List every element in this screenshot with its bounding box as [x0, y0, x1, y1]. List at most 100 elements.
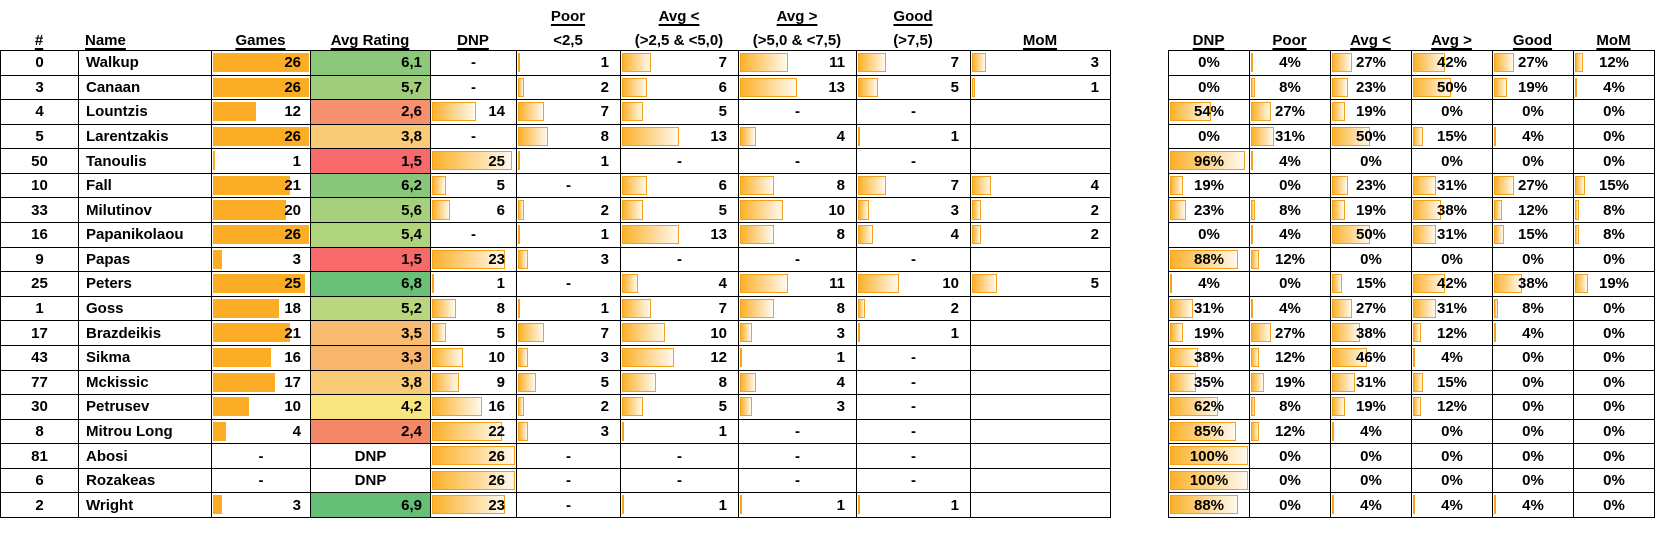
cell-poor-pct[interactable]: 4% — [1250, 51, 1331, 76]
cell-games[interactable]: 17 — [212, 370, 311, 396]
cell-good-pct[interactable]: 0% — [1493, 100, 1574, 125]
cell-good[interactable]: 1 — [857, 124, 971, 150]
cell-avg-lt[interactable]: 1 — [621, 493, 739, 518]
cell-player-number[interactable]: 43 — [1, 345, 79, 371]
cell-avg-rating[interactable]: 4,2 — [311, 395, 431, 420]
cell-avg-lt-pct[interactable]: 0% — [1331, 468, 1412, 494]
cell-good-pct[interactable]: 4% — [1493, 321, 1574, 346]
cell-good[interactable]: - — [857, 149, 971, 174]
cell-avg-gt-pct[interactable]: 38% — [1412, 198, 1493, 224]
cell-player-name[interactable]: Canaan — [79, 75, 212, 101]
cell-mom-pct[interactable]: 19% — [1574, 272, 1655, 297]
cell-good[interactable]: 4 — [857, 223, 971, 248]
cell-poor[interactable]: 1 — [517, 296, 621, 322]
cell-avg-lt[interactable]: - — [621, 149, 739, 174]
cell-good-pct[interactable]: 8% — [1493, 296, 1574, 322]
cell-dnp[interactable]: 25 — [431, 149, 517, 174]
cell-dnp[interactable]: - — [431, 223, 517, 248]
cell-poor[interactable]: 7 — [517, 321, 621, 346]
cell-games[interactable]: 3 — [212, 247, 311, 273]
cell-mom[interactable] — [971, 444, 1111, 469]
cell-poor-pct[interactable]: 0% — [1250, 468, 1331, 494]
cell-avg-lt[interactable]: 8 — [621, 370, 739, 396]
cell-mom-pct[interactable]: 0% — [1574, 321, 1655, 346]
cell-games[interactable]: 26 — [212, 223, 311, 248]
cell-dnp-pct[interactable]: 88% — [1169, 493, 1250, 518]
cell-dnp[interactable]: 23 — [431, 493, 517, 518]
cell-dnp[interactable]: 5 — [431, 321, 517, 346]
cell-mom-pct[interactable]: 0% — [1574, 468, 1655, 494]
cell-mom[interactable] — [971, 370, 1111, 396]
cell-player-name[interactable]: Wright — [79, 493, 212, 518]
cell-good-pct[interactable]: 15% — [1493, 223, 1574, 248]
cell-player-name[interactable]: Mitrou Long — [79, 419, 212, 445]
cell-mom[interactable] — [971, 296, 1111, 322]
cell-player-name[interactable]: Brazdeikis — [79, 321, 212, 346]
cell-player-number[interactable]: 5 — [1, 124, 79, 150]
cell-mom[interactable] — [971, 100, 1111, 125]
cell-avg-lt[interactable]: 5 — [621, 395, 739, 420]
cell-avg-lt[interactable]: 7 — [621, 51, 739, 76]
cell-good-pct[interactable]: 19% — [1493, 75, 1574, 101]
cell-player-number[interactable]: 50 — [1, 149, 79, 174]
cell-mom[interactable] — [971, 247, 1111, 273]
cell-player-number[interactable]: 2 — [1, 493, 79, 518]
cell-avg-lt[interactable]: 7 — [621, 296, 739, 322]
header-dnp-pct[interactable]: DNP — [1192, 32, 1225, 49]
header-poor-pct[interactable]: Poor — [1272, 32, 1307, 49]
cell-avg-lt-pct[interactable]: 19% — [1331, 198, 1412, 224]
cell-avg-lt[interactable]: 10 — [621, 321, 739, 346]
cell-dnp[interactable]: 5 — [431, 173, 517, 199]
cell-avg-gt-pct[interactable]: 42% — [1412, 51, 1493, 76]
cell-games[interactable]: 21 — [212, 321, 311, 346]
cell-avg-gt[interactable]: 1 — [739, 493, 857, 518]
cell-avg-lt-pct[interactable]: 0% — [1331, 444, 1412, 469]
cell-avg-gt-pct[interactable]: 31% — [1412, 296, 1493, 322]
cell-dnp-pct[interactable]: 85% — [1169, 419, 1250, 445]
cell-mom-pct[interactable]: 0% — [1574, 395, 1655, 420]
cell-good-pct[interactable]: 12% — [1493, 198, 1574, 224]
cell-avg-gt[interactable]: 4 — [739, 124, 857, 150]
cell-dnp-pct[interactable]: 88% — [1169, 247, 1250, 273]
cell-player-number[interactable]: 0 — [1, 51, 79, 76]
cell-good[interactable]: 3 — [857, 198, 971, 224]
cell-avg-lt[interactable]: 5 — [621, 198, 739, 224]
cell-mom[interactable]: 2 — [971, 223, 1111, 248]
cell-avg-rating[interactable]: 6,1 — [311, 51, 431, 76]
cell-dnp-pct[interactable]: 100% — [1169, 468, 1250, 494]
cell-player-name[interactable]: Papanikolaou — [79, 223, 212, 248]
cell-dnp-pct[interactable]: 0% — [1169, 124, 1250, 150]
cell-good-pct[interactable]: 27% — [1493, 51, 1574, 76]
cell-mom-pct[interactable]: 0% — [1574, 247, 1655, 273]
cell-good[interactable]: 7 — [857, 51, 971, 76]
cell-good[interactable]: 7 — [857, 173, 971, 199]
cell-poor[interactable]: - — [517, 272, 621, 297]
cell-dnp-pct[interactable]: 35% — [1169, 370, 1250, 396]
cell-avg-gt-pct[interactable]: 0% — [1412, 419, 1493, 445]
header-dnp[interactable]: DNP — [457, 32, 489, 49]
cell-poor[interactable]: 7 — [517, 100, 621, 125]
cell-good-pct[interactable]: 0% — [1493, 419, 1574, 445]
cell-mom[interactable] — [971, 493, 1111, 518]
cell-avg-rating[interactable]: 1,5 — [311, 247, 431, 273]
cell-avg-lt-pct[interactable]: 27% — [1331, 51, 1412, 76]
cell-avg-rating[interactable]: 2,4 — [311, 419, 431, 445]
header-poor-sub[interactable]: <2,5 — [553, 32, 583, 49]
cell-avg-lt[interactable]: 13 — [621, 124, 739, 150]
cell-player-name[interactable]: Peters — [79, 272, 212, 297]
cell-dnp-pct[interactable]: 96% — [1169, 149, 1250, 174]
cell-avg-gt-pct[interactable]: 0% — [1412, 247, 1493, 273]
cell-good-pct[interactable]: 4% — [1493, 493, 1574, 518]
cell-avg-gt-pct[interactable]: 31% — [1412, 223, 1493, 248]
cell-avg-lt-pct[interactable]: 27% — [1331, 296, 1412, 322]
cell-avg-gt-pct[interactable]: 0% — [1412, 468, 1493, 494]
cell-player-number[interactable]: 33 — [1, 198, 79, 224]
cell-player-number[interactable]: 30 — [1, 395, 79, 420]
cell-good[interactable]: - — [857, 247, 971, 273]
cell-mom-pct[interactable]: 8% — [1574, 223, 1655, 248]
cell-good[interactable]: - — [857, 444, 971, 469]
header-number[interactable]: # — [34, 32, 44, 49]
cell-player-name[interactable]: Larentzakis — [79, 124, 212, 150]
cell-dnp[interactable]: 16 — [431, 395, 517, 420]
cell-poor[interactable]: 3 — [517, 247, 621, 273]
